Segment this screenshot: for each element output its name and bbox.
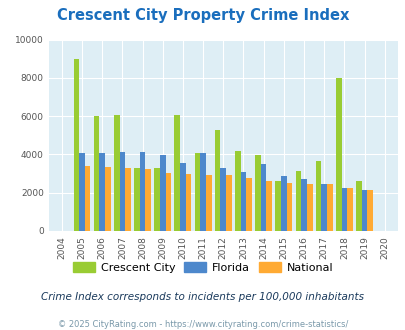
Bar	[139, 151, 145, 231]
Bar	[295, 171, 301, 231]
Bar	[94, 116, 99, 231]
Bar	[367, 190, 372, 231]
Bar	[341, 188, 346, 231]
Bar	[286, 183, 292, 231]
Bar	[154, 168, 160, 231]
Bar	[355, 181, 361, 231]
Bar	[246, 178, 252, 231]
Bar	[266, 181, 271, 231]
Bar	[185, 174, 191, 231]
Bar	[79, 153, 85, 231]
Bar	[105, 167, 111, 231]
Bar	[145, 169, 151, 231]
Bar	[99, 153, 105, 231]
Bar	[119, 151, 125, 231]
Bar	[194, 153, 200, 231]
Bar	[275, 181, 280, 231]
Bar	[125, 168, 130, 231]
Bar	[361, 190, 367, 231]
Bar	[174, 115, 180, 231]
Bar	[326, 184, 332, 231]
Text: © 2025 CityRating.com - https://www.cityrating.com/crime-statistics/: © 2025 CityRating.com - https://www.city…	[58, 320, 347, 329]
Bar	[205, 175, 211, 231]
Bar	[114, 115, 119, 231]
Bar	[200, 153, 205, 231]
Bar	[255, 155, 260, 231]
Legend: Crescent City, Florida, National: Crescent City, Florida, National	[68, 258, 337, 278]
Bar	[134, 168, 139, 231]
Bar	[346, 188, 352, 231]
Bar	[301, 179, 306, 231]
Bar	[335, 78, 341, 231]
Text: Crescent City Property Crime Index: Crescent City Property Crime Index	[57, 8, 348, 23]
Bar	[240, 172, 246, 231]
Bar	[315, 161, 321, 231]
Bar	[180, 163, 185, 231]
Bar	[226, 176, 231, 231]
Text: Crime Index corresponds to incidents per 100,000 inhabitants: Crime Index corresponds to incidents per…	[41, 292, 364, 302]
Bar	[160, 155, 165, 231]
Bar	[165, 173, 171, 231]
Bar	[214, 130, 220, 231]
Bar	[321, 184, 326, 231]
Bar	[85, 166, 90, 231]
Bar	[234, 150, 240, 231]
Bar	[280, 177, 286, 231]
Bar	[306, 184, 312, 231]
Bar	[220, 168, 226, 231]
Bar	[260, 164, 266, 231]
Bar	[73, 59, 79, 231]
